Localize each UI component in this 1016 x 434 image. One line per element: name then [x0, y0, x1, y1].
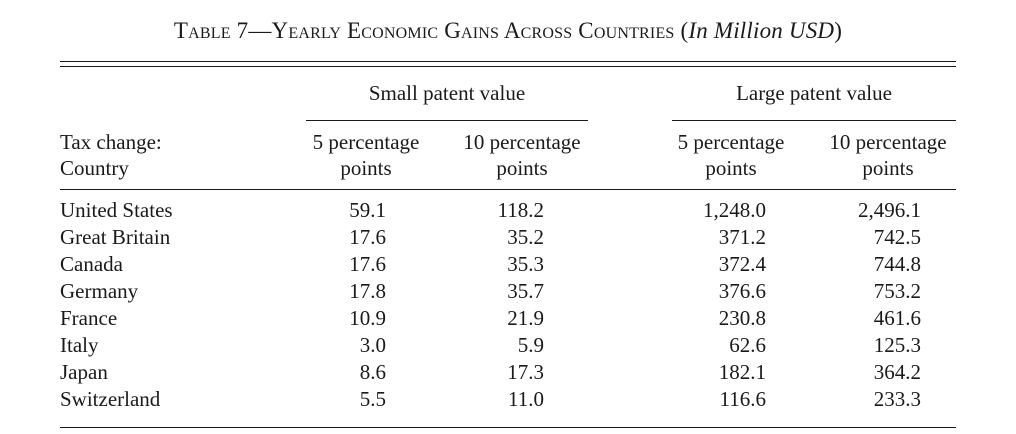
- bottom-rule: [60, 427, 956, 428]
- row-value-col-4: 744.8: [873, 252, 921, 276]
- col-header-2-line1: 10 percentage: [463, 130, 581, 154]
- col-header-3-line2: points: [705, 156, 757, 180]
- row-value-col-4: 2,496.1: [858, 198, 921, 222]
- row-value-col-2: 118.2: [497, 198, 544, 222]
- row-country: France: [60, 306, 118, 330]
- row-value-col-2: 11.0: [508, 387, 544, 411]
- row-value-col-2: 35.2: [507, 225, 544, 249]
- row-value-col-3: 62.6: [729, 333, 766, 357]
- table-title: Table 7—Yearly Economic Gains Across Cou…: [0, 18, 1016, 44]
- row-value-col-1: 17.6: [349, 252, 386, 276]
- col-header-1-line1: 5 percentage: [312, 130, 420, 154]
- col-header-4-line2: points: [862, 156, 914, 180]
- col-header-4-line1: 10 percentage: [829, 130, 947, 154]
- row-value-col-3: 372.4: [718, 252, 766, 276]
- row-value-col-2: 35.7: [507, 279, 544, 303]
- col-header-2-line2: points: [496, 156, 548, 180]
- row-value-col-2: 21.9: [507, 306, 544, 330]
- row-value-col-1: 17.8: [349, 279, 386, 303]
- table-row: United States 59.1 118.2 1,248.0 2,496.1: [0, 197, 1016, 224]
- row-country: Switzerland: [60, 387, 161, 411]
- row-value-col-1: 59.1: [349, 198, 386, 222]
- row-value-col-2: 17.3: [507, 360, 544, 384]
- row-value-col-4: 364.2: [873, 360, 921, 384]
- row-value-col-1: 5.5: [359, 387, 386, 411]
- row-country: Great Britain: [60, 225, 171, 249]
- col-header-3-line1: 5 percentage: [677, 130, 785, 154]
- row-country: Italy: [60, 333, 99, 357]
- table-row: Canada 17.6 35.3 372.4 744.8: [0, 251, 1016, 278]
- row-value-col-1: 10.9: [349, 306, 386, 330]
- stub-header-country: Country: [60, 156, 129, 180]
- table-title-unit: In Million USD: [688, 18, 835, 43]
- row-value-col-4: 742.5: [873, 225, 921, 249]
- row-value-col-1: 3.0: [359, 333, 386, 357]
- row-value-col-4: 753.2: [873, 279, 921, 303]
- row-value-col-2: 35.3: [507, 252, 544, 276]
- table-row: Japan 8.6 17.3 182.1 364.2: [0, 359, 1016, 386]
- row-value-col-3: 371.2: [718, 225, 766, 249]
- group-rule-large: [672, 120, 956, 121]
- row-value-col-2: 5.9: [517, 333, 544, 357]
- table-row: Italy 3.0 5.9 62.6 125.3: [0, 332, 1016, 359]
- row-value-col-3: 230.8: [718, 306, 766, 330]
- stub-header-tax-change: Tax change:: [60, 130, 162, 154]
- row-value-col-4: 125.3: [873, 333, 921, 357]
- row-value-col-3: 182.1: [718, 360, 766, 384]
- table-title-close: ): [834, 18, 843, 43]
- top-rule-1: [60, 61, 956, 62]
- row-country: United States: [60, 198, 173, 222]
- row-value-col-3: 1,248.0: [703, 198, 766, 222]
- row-value-col-1: 17.6: [349, 225, 386, 249]
- row-value-col-1: 8.6: [359, 360, 386, 384]
- header-rule: [60, 189, 956, 190]
- table-row: Great Britain 17.6 35.2 371.2 742.5: [0, 224, 1016, 251]
- group-header-large: Large patent value: [736, 81, 892, 105]
- table-row: France 10.9 21.9 230.8 461.6: [0, 305, 1016, 332]
- group-rule-small: [306, 120, 588, 121]
- row-country: Canada: [60, 252, 123, 276]
- row-value-col-3: 376.6: [718, 279, 766, 303]
- row-value-col-3: 116.6: [719, 387, 766, 411]
- row-value-col-4: 233.3: [873, 387, 921, 411]
- table-row: Switzerland 5.5 11.0 116.6 233.3: [0, 386, 1016, 413]
- row-value-col-4: 461.6: [873, 306, 921, 330]
- col-header-1-line2: points: [340, 156, 392, 180]
- group-header-small: Small patent value: [368, 81, 526, 105]
- row-country: Japan: [60, 360, 108, 384]
- top-rule-2: [60, 66, 956, 67]
- table-row: Germany 17.8 35.7 376.6 753.2: [0, 278, 1016, 305]
- table-title-main: Table 7—Yearly Economic Gains Across Cou…: [173, 18, 689, 43]
- row-country: Germany: [60, 279, 139, 303]
